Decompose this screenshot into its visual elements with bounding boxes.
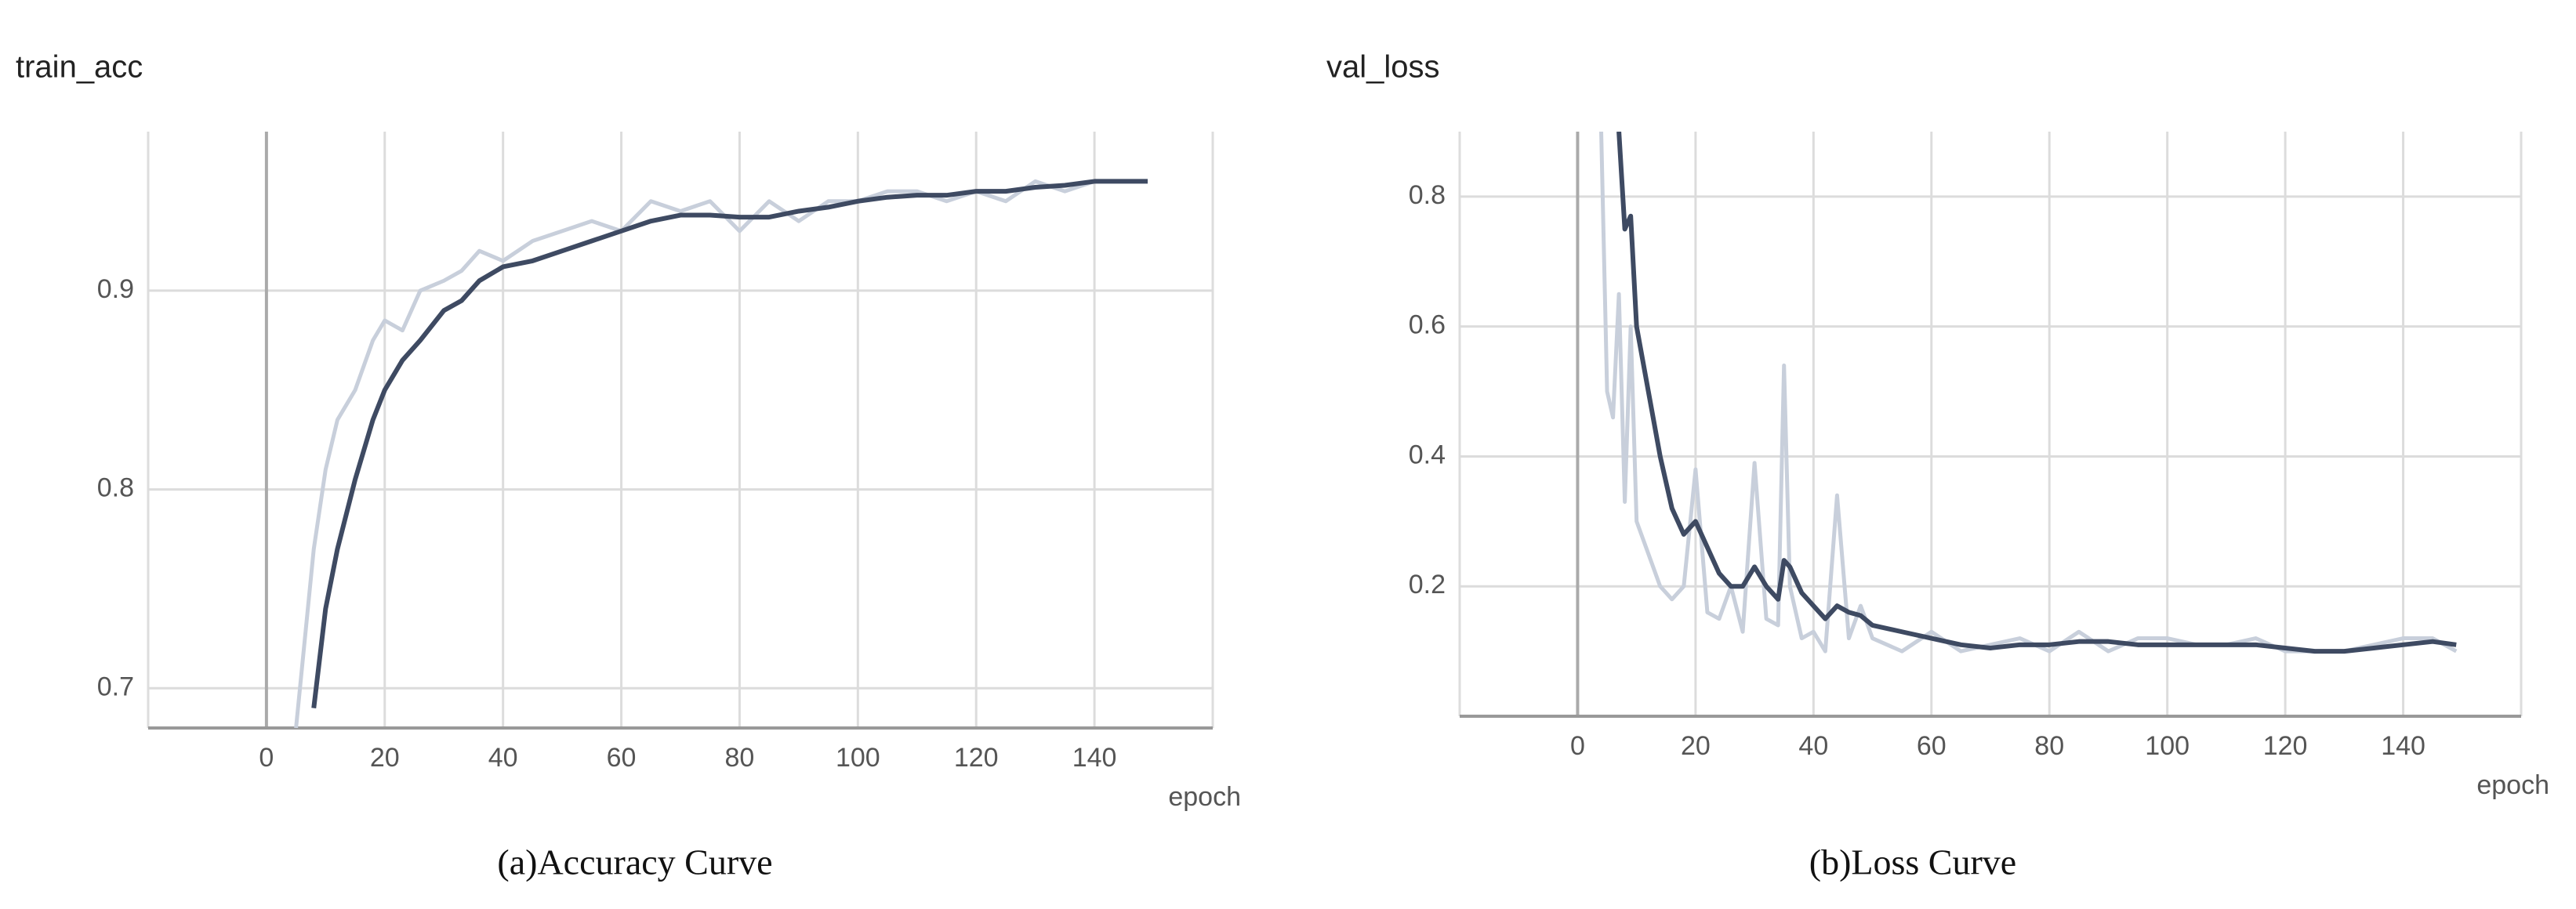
- x-tick-label: 60: [607, 743, 637, 773]
- x-tick-label: 40: [488, 743, 518, 773]
- series-line: [1599, 132, 2458, 654]
- x-tick-label: 0: [259, 743, 274, 773]
- x-tick-label: 80: [725, 743, 755, 773]
- x-tick-label: 80: [2034, 731, 2064, 761]
- y-tick-label: 0.2: [1409, 570, 1446, 599]
- chart: train_acc 0.7 0.8 0.9 0 20 40 60 80 100 120 140 epoc…: [16, 50, 1241, 882]
- x-tick-label: 120: [954, 743, 999, 773]
- y-tick-label: 0.9: [97, 274, 134, 304]
- y-tick-label: 0.8: [1409, 180, 1446, 210]
- y-tick-label: 0.7: [97, 672, 134, 701]
- x-tick-label: 20: [370, 743, 400, 773]
- series-line: [294, 179, 1148, 728]
- y-tick-label: 0.4: [1409, 440, 1446, 469]
- caption: (b)Loss Curve: [1809, 842, 2016, 882]
- x-tick-label: 20: [1681, 731, 1711, 761]
- x-tick-label: 120: [2263, 731, 2308, 761]
- x-tick-label: 140: [2381, 731, 2425, 761]
- y-tick-label: 0.8: [97, 473, 134, 503]
- chart: val_loss 0.2 0.4 0.6 0.8 0 20 40 60 80 100 120 140 ep…: [1326, 50, 2549, 882]
- x-tick-label: 100: [836, 743, 880, 773]
- chart-title: train_acc: [16, 50, 143, 85]
- y-tick-label: 0.6: [1409, 310, 1446, 340]
- x-tick-label: 100: [2145, 731, 2190, 761]
- chart-title: val_loss: [1326, 50, 1440, 85]
- x-tick-label: 60: [1917, 731, 1947, 761]
- x-tick-label: 140: [1072, 743, 1117, 773]
- series-line: [311, 179, 1148, 708]
- caption: (a)Accuracy Curve: [497, 842, 772, 882]
- series-line: [1616, 132, 2457, 654]
- x-tick-label: 40: [1798, 731, 1828, 761]
- x-axis-label: epoch: [1168, 782, 1241, 812]
- x-tick-label: 0: [1570, 731, 1585, 761]
- x-axis-label: epoch: [2476, 770, 2549, 800]
